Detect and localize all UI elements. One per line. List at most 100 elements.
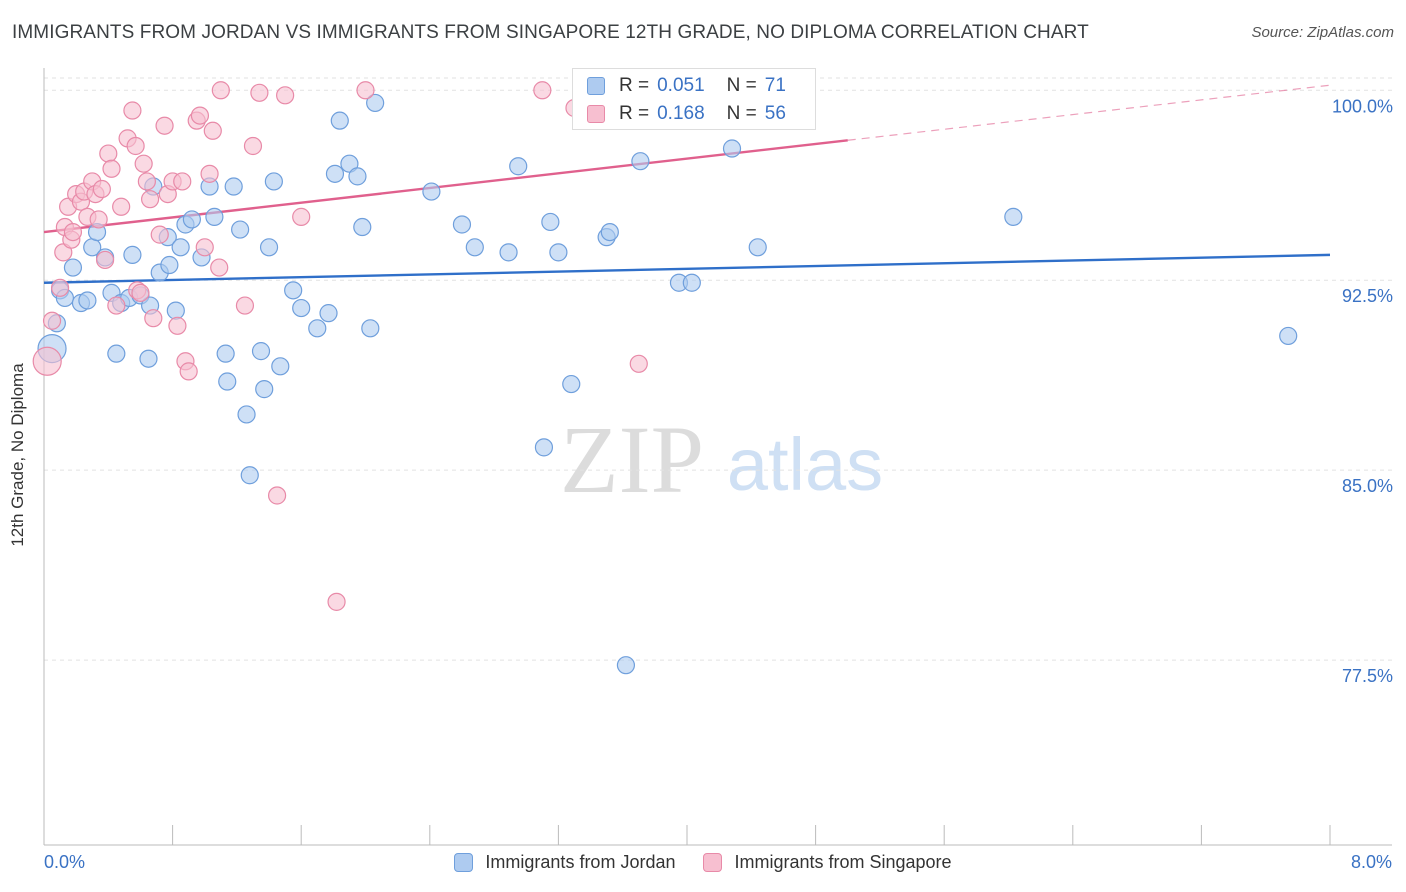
legend-swatch-singapore [587, 105, 605, 123]
gridlines [44, 77, 1392, 661]
legend-r-label: R = [619, 75, 650, 96]
legend-n-label: N = [726, 103, 757, 124]
point-jordan [123, 245, 142, 264]
point-jordan [205, 207, 224, 226]
x-tick-label-min: 0.0% [44, 852, 86, 872]
point-jordan [218, 372, 237, 391]
point-singapore [126, 136, 145, 156]
series-legend: Immigrants from Jordan Immigrants from S… [0, 852, 1406, 873]
point-singapore [137, 172, 156, 191]
point-jordan [319, 304, 338, 323]
point-singapore [50, 278, 70, 297]
point-jordan [549, 243, 568, 262]
point-jordan [160, 255, 179, 275]
y-tick-labels: 77.5% 85.0% 92.5% 100.0% [1332, 96, 1393, 686]
point-jordan [255, 380, 274, 399]
point-singapore [112, 197, 131, 216]
point-singapore [32, 346, 62, 376]
point-jordan [259, 238, 279, 257]
y-tick-label: 92.5% [1342, 286, 1393, 306]
point-singapore [42, 311, 62, 330]
point-singapore [102, 159, 121, 178]
point-singapore [173, 172, 192, 191]
point-jordan [499, 243, 518, 262]
point-jordan [562, 374, 581, 394]
point-jordan [292, 298, 311, 318]
trend-line-jordan [43, 253, 1331, 284]
point-jordan [465, 238, 484, 257]
point-jordan [78, 291, 97, 310]
legend-label-singapore: Immigrants from Singapore [734, 852, 952, 872]
point-singapore [533, 81, 552, 100]
point-jordan [1004, 207, 1023, 226]
point-jordan [237, 405, 256, 424]
point-jordan [366, 93, 385, 113]
point-jordan [216, 344, 235, 363]
legend-swatch-jordan [587, 77, 605, 95]
point-singapore [292, 207, 311, 226]
point-singapore [131, 283, 150, 302]
trend-lines [43, 84, 1331, 284]
point-singapore [140, 190, 160, 209]
point-jordan [308, 319, 327, 338]
x-tick-label-max: 8.0% [1350, 852, 1392, 872]
point-jordan [1279, 326, 1298, 346]
legend-row-singapore: R = 0.168 N = 56 [587, 101, 786, 127]
y-tick-label: 100.0% [1332, 96, 1393, 116]
point-jordan [534, 438, 554, 457]
legend-label-jordan: Immigrants from Jordan [485, 852, 676, 872]
point-jordan [348, 167, 367, 186]
point-jordan [452, 215, 472, 234]
point-singapore [267, 486, 287, 505]
point-singapore [95, 250, 115, 270]
point-singapore [195, 238, 214, 257]
point-jordan [231, 220, 250, 239]
point-singapore [99, 144, 118, 163]
watermark-atlas: atlas [727, 423, 883, 506]
trend-line-singapore [43, 139, 848, 234]
point-singapore [200, 164, 219, 183]
point-jordan [353, 217, 372, 237]
point-jordan [139, 349, 158, 368]
point-singapore [203, 121, 222, 140]
legend-n-value: 71 [764, 75, 786, 96]
point-jordan [330, 111, 349, 130]
watermark: ZIP atlas [560, 406, 883, 513]
point-jordan [325, 164, 345, 183]
point-jordan [616, 656, 636, 675]
point-singapore [63, 222, 83, 242]
point-singapore [144, 309, 163, 328]
point-jordan [541, 212, 560, 232]
point-singapore [150, 225, 169, 244]
point-singapore [250, 83, 269, 102]
legend-swatch-jordan [454, 853, 474, 872]
legend-item-singapore: Immigrants from Singapore [703, 852, 952, 873]
legend-swatch-singapore [703, 853, 723, 872]
point-jordan [63, 258, 83, 277]
point-singapore [168, 316, 187, 335]
point-singapore [190, 106, 210, 125]
point-jordan [422, 182, 441, 201]
y-tick-label: 85.0% [1342, 476, 1393, 496]
point-singapore [356, 81, 375, 100]
point-singapore [179, 362, 198, 381]
point-jordan [631, 152, 650, 171]
point-jordan [722, 139, 742, 158]
axes [43, 68, 1392, 846]
point-singapore [327, 592, 346, 611]
point-jordan [682, 273, 701, 292]
legend-r-value: 0.051 [657, 75, 705, 96]
point-singapore [92, 179, 111, 199]
point-singapore [107, 296, 126, 315]
stats-legend: R = 0.051 N = 71 R = 0.168 N = 56 [572, 68, 816, 130]
y-tick-label: 77.5% [1342, 666, 1393, 686]
point-jordan [361, 319, 380, 338]
point-jordan [251, 342, 271, 361]
point-jordan [264, 172, 283, 191]
point-singapore [276, 86, 295, 105]
point-singapore [89, 210, 108, 229]
point-singapore [243, 136, 263, 156]
legend-row-jordan: R = 0.051 N = 71 [587, 73, 786, 99]
point-jordan [240, 466, 259, 485]
